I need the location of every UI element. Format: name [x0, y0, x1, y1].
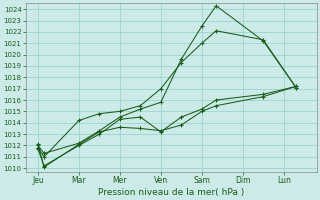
X-axis label: Pression niveau de la mer( hPa ): Pression niveau de la mer( hPa ) — [98, 188, 244, 197]
